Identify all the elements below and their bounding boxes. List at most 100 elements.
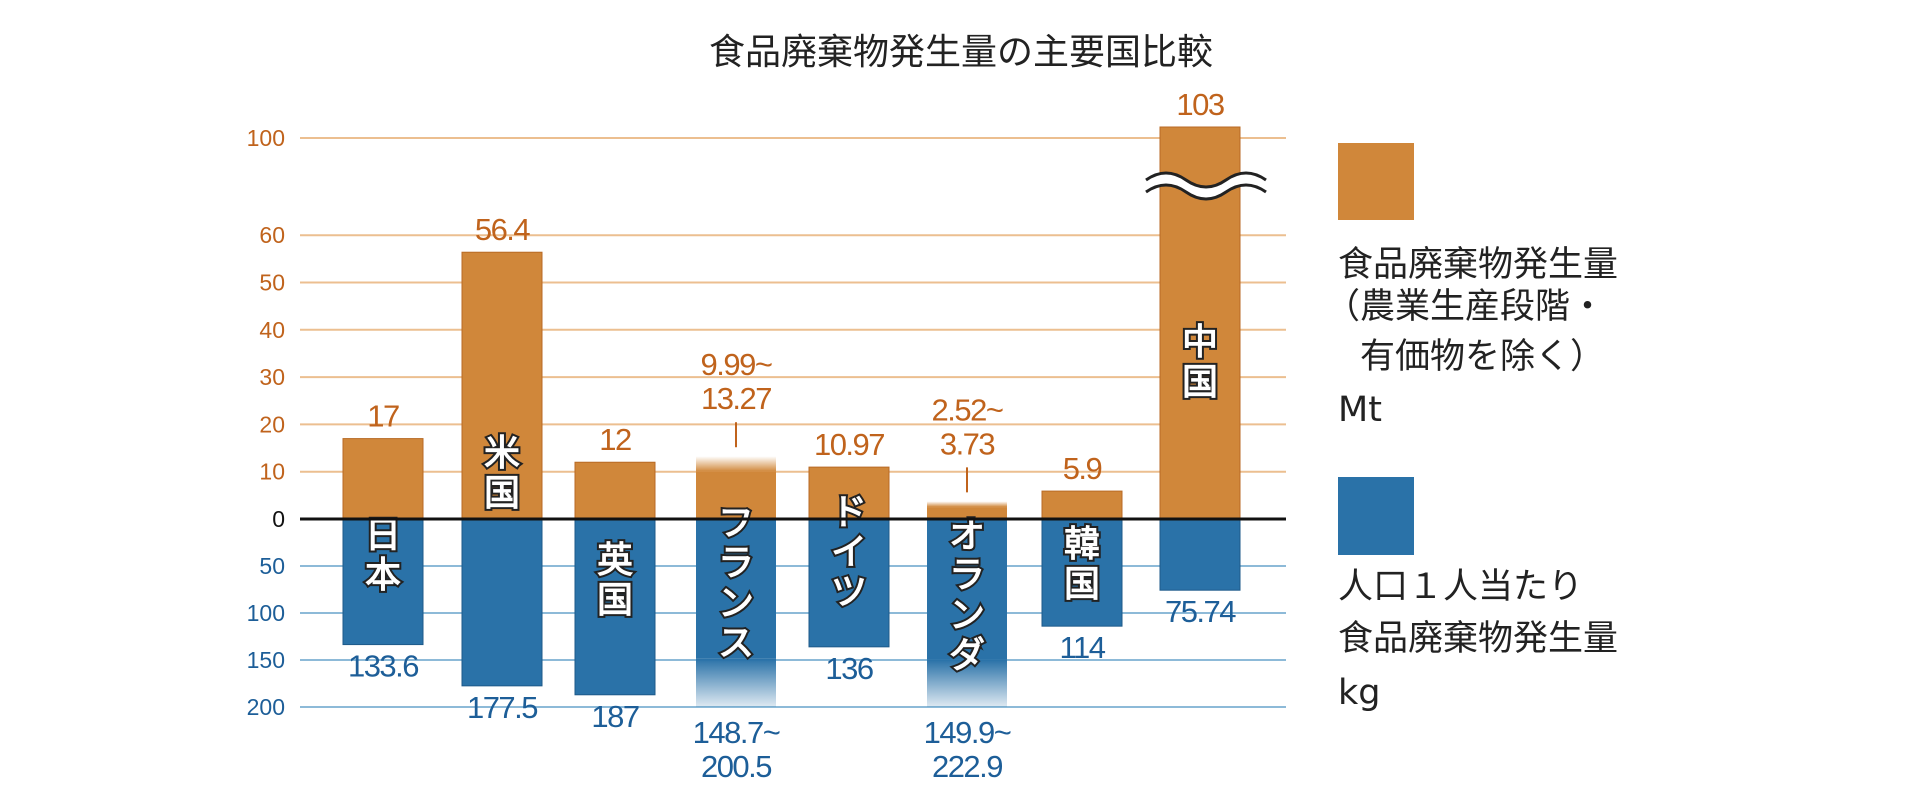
chart-title: 食品廃棄物発生量の主要国比較 [709,32,1213,73]
bar-group-7: 103 75.74 中国 [1142,87,1270,629]
y-tick-label-lower: 150 [247,647,285,673]
legend-waste-line-3: 有価物を除く） [1325,337,1605,377]
bars: 17133.6日本56.4177.5米国12187英国9.99~13.27148… [300,87,1286,784]
bar-percapita [1159,518,1241,591]
legend-swatch-waste [1338,143,1414,220]
value-label-percapita: 75.74 [1165,594,1236,629]
value-label-waste: 103 [1176,87,1223,122]
axis-break-gap [1142,173,1270,199]
value-label-percapita: 148.7~ [693,715,780,750]
category-label-1: 米国 [482,431,522,516]
category-label-2: 英国 [595,538,636,623]
legend-waste-line-2: （農業生産段階・ [1325,287,1605,327]
y-tick-label-upper: 60 [259,222,285,248]
y-tick-label-lower: 50 [259,553,285,579]
value-label-percapita: 149.9~ [924,715,1011,750]
bar-waste-range [927,501,1007,508]
bar-group-1: 56.4 177.5 米国 [461,212,543,725]
category-label-char: ン [949,595,985,636]
category-label-7: 中国 [1180,320,1220,405]
category-label-char: 国 [484,473,520,514]
value-label-percapita: 136 [825,651,872,686]
legend-waste-line-4: Mt [1338,390,1382,430]
bar-waste-min [696,471,776,519]
category-label-char: 国 [1064,564,1100,605]
bar-percapita [342,518,424,646]
value-label-waste: 12 [599,422,631,457]
bar-group-0: 17 133.6 日本 [342,399,424,684]
category-label-char: 韓 [1064,524,1100,565]
bar-waste [342,438,424,520]
category-label-char: 国 [1182,362,1218,403]
category-label-char: 英 [597,540,634,581]
value-label-waste: 17 [367,399,399,434]
axis-break-line [1145,183,1267,201]
y-tick-label-upper: 20 [259,411,285,437]
value-label-percapita: 222.9 [932,749,1002,784]
legend-waste-line-1: 食品廃棄物発生量 [1338,245,1618,285]
axis-break-line [1145,171,1267,189]
category-label-4: ドイツ [829,490,869,615]
value-label-percapita: 114 [1060,630,1106,665]
category-label-char: ラ [718,543,754,584]
category-label-char: ド [831,492,867,533]
bar-group-6: 5.9 114 韓国 [1041,451,1123,665]
bar-percapita [1041,518,1123,627]
axis-break-icon [1142,171,1270,201]
legend-percapita-line-1: 人口１人当たり [1338,567,1583,607]
category-label-char: オ [949,515,985,556]
value-label-waste: 10.97 [814,427,884,462]
bar-group-2: 12 187 英国 [574,422,656,734]
y-tick-label-lower: 100 [247,600,285,626]
value-label-waste: 9.99~ [701,347,772,382]
y-tick-label-upper: 0 [272,506,285,532]
y-tick-label-lower: 200 [247,694,285,720]
category-label-char: 国 [597,580,633,621]
category-label-char: 米 [484,433,520,474]
bar-percapita [808,518,890,648]
category-label-char: ラ [949,555,985,596]
bar-waste [461,251,543,520]
bar-group-4: 10.97 136 ドイツ [808,427,890,686]
bar-percapita [461,518,543,687]
category-label-6: 韓国 [1062,522,1102,607]
y-tick-label-upper: 30 [259,364,285,390]
legend-percapita-line-3: kg [1338,673,1381,713]
value-label-percapita: 133.6 [348,649,418,684]
bar-percapita-min [927,519,1007,660]
bar-waste [1041,490,1123,520]
value-label-waste: 5.9 [1063,451,1102,486]
legend: 食品廃棄物発生量 （農業生産段階・ 有価物を除く） Mt 人口１人当たり 食品廃… [1325,143,1618,713]
y-tick-label-upper: 10 [259,459,285,485]
bar-waste [574,461,656,520]
category-label-char: イ [831,532,867,573]
category-label-char: ン [718,583,754,624]
value-label-waste: 2.52~ [932,392,1003,427]
value-label-percapita: 187 [591,699,638,734]
category-label-char: ダ [949,635,985,676]
bar-percapita-range [927,659,1007,707]
bar-waste [808,466,890,520]
value-label-percapita: 200.5 [701,749,771,784]
value-label-waste: 56.4 [475,212,531,247]
bar-waste-range [696,456,776,472]
bar-waste-min [927,507,1007,519]
bar-percapita [574,518,656,696]
legend-percapita-line-2: 食品廃棄物発生量 [1338,619,1618,659]
y-tick-label-upper: 50 [259,270,285,296]
bar-percapita-min [696,519,776,659]
legend-swatch-per-capita [1338,477,1414,555]
category-label-char: ス [718,623,754,664]
category-label-char: フ [718,503,754,544]
category-label-char: 本 [365,555,401,596]
category-label-0: 日本 [363,513,403,598]
bar-percapita-range [696,658,776,707]
category-label-char: 中 [1182,322,1218,363]
category-label-char: 日 [365,515,401,556]
y-tick-label-upper: 40 [259,317,285,343]
value-label-waste: 13.27 [701,381,771,416]
